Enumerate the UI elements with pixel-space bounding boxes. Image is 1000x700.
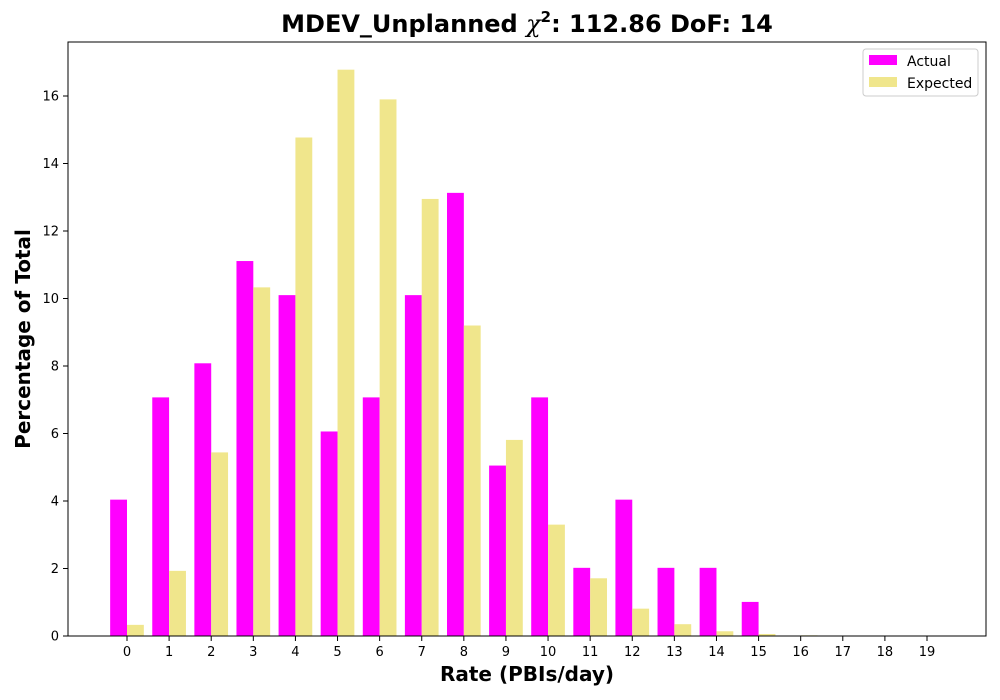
y-axis-label: Percentage of Total	[11, 229, 35, 449]
bar-actual-11	[573, 567, 591, 636]
y-tick-label: 12	[42, 225, 59, 240]
y-tick-label: 16	[42, 90, 59, 105]
y-tick-label: 4	[51, 495, 59, 510]
x-tick-label: 2	[207, 645, 215, 660]
bar-expected-0	[127, 624, 144, 636]
y-tick-label: 14	[42, 157, 59, 172]
x-tick-label: 11	[582, 645, 599, 660]
y-tick-label: 10	[42, 292, 59, 307]
plot-frame	[67, 41, 987, 637]
bar-actual-6	[362, 397, 380, 636]
x-tick-label: 17	[835, 645, 852, 660]
bar-expected-12	[632, 608, 650, 636]
bar-actual-0	[110, 499, 127, 636]
bar-actual-2	[194, 363, 212, 636]
x-tick-label: 3	[249, 645, 257, 660]
bar-expected-9	[505, 439, 523, 636]
bar-actual-3	[236, 261, 254, 636]
x-tick-label: 10	[540, 645, 557, 660]
chart-title: MDEV_Unplanned χ2: 112.86 DoF: 14	[281, 8, 773, 38]
bar-expected-7	[421, 198, 439, 636]
bar-actual-8	[447, 192, 464, 637]
bar-expected-3	[253, 287, 271, 636]
x-tick-label: 19	[919, 645, 936, 660]
x-tick-label: 7	[418, 645, 426, 660]
bar-expected-15	[758, 633, 776, 636]
x-tick-label: 12	[624, 645, 641, 660]
bar-actual-7	[404, 295, 422, 636]
x-tick-label: 6	[375, 645, 383, 660]
x-axis-ticks: 0 1 2 3 4 5 6 7 8 9 10 11 12 13 14 15 16 17 18 19	[123, 636, 935, 660]
x-axis-label: Rate (PBIs/day)	[440, 662, 614, 686]
bar-expected-10	[548, 524, 565, 637]
bar-expected-5	[337, 69, 355, 637]
bar-expected-1	[169, 570, 186, 636]
bar-actual-5	[320, 431, 338, 636]
x-tick-label: 1	[165, 645, 173, 660]
y-tick-label: 8	[51, 360, 59, 375]
x-tick-label: 0	[123, 645, 131, 660]
y-tick-label: 2	[51, 562, 59, 577]
x-tick-label: 13	[666, 645, 683, 660]
bar-expected-2	[211, 452, 229, 636]
bar-expected-8	[463, 325, 481, 636]
y-tick-label: 0	[51, 630, 59, 645]
title-chi-exponent: 2	[541, 8, 551, 26]
bar-actual-10	[531, 397, 549, 636]
bar-actual-9	[489, 465, 506, 636]
y-tick-label: 6	[51, 427, 59, 442]
x-tick-label: 18	[877, 645, 894, 660]
x-tick-label: 4	[291, 645, 299, 660]
bar-expected-6	[379, 99, 397, 637]
title-prefix: MDEV_Unplanned	[281, 10, 526, 38]
y-axis-ticks: 0 2 4 6 8 10 12 14 16	[42, 90, 68, 645]
title-chi-symbol: χ	[524, 10, 542, 38]
legend: Actual Expected	[862, 48, 979, 97]
x-tick-label: 9	[502, 645, 510, 660]
x-tick-label: 14	[708, 645, 725, 660]
bars-layer	[110, 69, 860, 637]
x-tick-label: 16	[792, 645, 809, 660]
bar-actual-4	[278, 295, 296, 636]
bar-expected-14	[716, 631, 734, 636]
bar-actual-1	[152, 397, 170, 636]
legend-label-expected: Expected	[907, 76, 972, 92]
bar-actual-12	[615, 499, 633, 636]
x-tick-label: 5	[333, 645, 341, 660]
bar-actual-15	[741, 601, 759, 636]
x-tick-label: 15	[750, 645, 767, 660]
bar-actual-13	[657, 567, 675, 636]
legend-label-actual: Actual	[907, 54, 951, 70]
bar-expected-13	[674, 624, 692, 636]
x-tick-label: 8	[460, 645, 468, 660]
bar-expected-11	[590, 578, 607, 636]
bar-expected-4	[295, 137, 313, 636]
title-suffix: : 112.86 DoF: 14	[551, 10, 773, 38]
legend-swatch-expected	[869, 77, 897, 87]
legend-swatch-actual	[869, 55, 897, 65]
bar-actual-14	[699, 567, 717, 636]
